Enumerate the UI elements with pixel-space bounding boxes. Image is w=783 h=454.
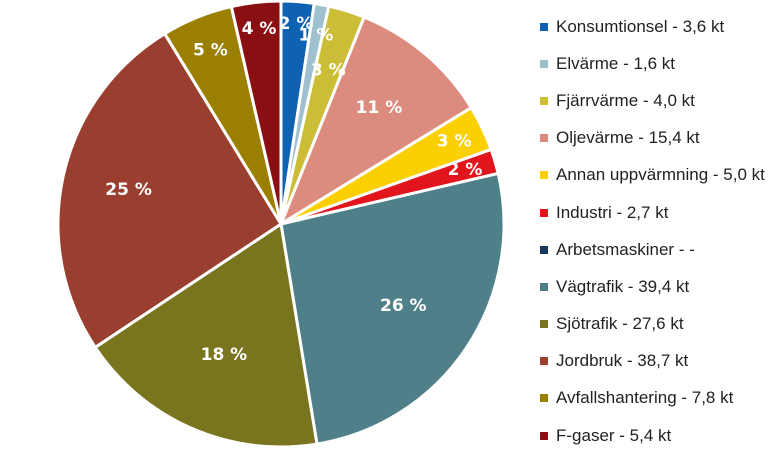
pie-slices bbox=[56, 0, 506, 449]
legend-swatch bbox=[540, 245, 548, 254]
legend-item-annan-uppvarmning: Annan uppvärmning - 5,0 kt bbox=[540, 157, 780, 194]
pie-chart: 2 %1 %3 %11 %3 %2 %26 %18 %25 %5 %4 % bbox=[56, 0, 506, 449]
legend-item-industri: Industri - 2,7 kt bbox=[540, 194, 780, 231]
legend-item-f-gaser: F-gaser - 5,4 kt bbox=[540, 417, 780, 454]
legend-swatch bbox=[540, 59, 548, 68]
pie-percent-label-avfallshantering: 5 % bbox=[193, 40, 228, 60]
pie-slice-vagtrafik bbox=[279, 171, 506, 446]
legend-item-arbetsmaskiner: Arbetsmaskiner - - bbox=[540, 231, 780, 268]
pie-slice-oljevarme bbox=[279, 15, 473, 226]
pie-percent-label-f-gaser: 4 % bbox=[242, 19, 277, 39]
pie-slice-jordbruk bbox=[56, 32, 283, 349]
legend-swatch bbox=[540, 320, 548, 329]
legend-label: Jordbruk - 38,7 kt bbox=[556, 351, 689, 371]
legend-swatch bbox=[540, 394, 548, 403]
legend-label: Fjärrvärme - 4,0 kt bbox=[556, 90, 695, 110]
pie-percent-labels: 2 %1 %3 %11 %3 %2 %26 %18 %25 %5 %4 % bbox=[105, 14, 482, 365]
legend-item-avfallshantering: Avfallshantering - 7,8 kt bbox=[540, 380, 780, 417]
legend-item-vagtrafik: Vägtrafik - 39,4 kt bbox=[540, 268, 780, 305]
legend-label: Sjötrafik - 27,6 kt bbox=[556, 314, 684, 334]
legend-label: Vägtrafik - 39,4 kt bbox=[556, 276, 690, 296]
pie-percent-label-vagtrafik: 26 % bbox=[380, 296, 427, 316]
pie-slice-sjotrafik bbox=[93, 222, 319, 449]
legend-label: Konsumtionsel - 3,6 kt bbox=[556, 16, 725, 36]
legend-label: Avfallshantering - 7,8 kt bbox=[556, 388, 734, 408]
legend-swatch bbox=[540, 282, 548, 291]
legend-swatch bbox=[540, 96, 548, 105]
legend-label: Annan uppvärmning - 5,0 kt bbox=[556, 165, 765, 185]
pie-percent-label-sjotrafik: 18 % bbox=[201, 345, 248, 365]
legend-label: Arbetsmaskiner - - bbox=[556, 239, 695, 259]
pie-percent-label-jordbruk: 25 % bbox=[105, 180, 152, 200]
pie-percent-label-oljevarme: 11 % bbox=[356, 98, 403, 118]
legend-item-oljevarme: Oljevärme - 15,4 kt bbox=[540, 120, 780, 157]
legend-swatch bbox=[540, 431, 548, 440]
pie-percent-label-konsumtionsel: 2 % bbox=[279, 14, 314, 34]
pie-percent-label-fjarrvarme: 3 % bbox=[311, 61, 346, 81]
pie-percent-label-elvarme: 1 % bbox=[298, 25, 333, 45]
legend-label: Oljevärme - 15,4 kt bbox=[556, 128, 700, 148]
pie-slice-f-gaser bbox=[229, 0, 283, 226]
legend-item-fjarrvarme: Fjärrvärme - 4,0 kt bbox=[540, 82, 780, 119]
legend-item-sjotrafik: Sjötrafik - 27,6 kt bbox=[540, 306, 780, 343]
pie-percent-label-industri: 2 % bbox=[448, 160, 483, 180]
legend-swatch bbox=[540, 357, 548, 366]
legend-item-elvarme: Elvärme - 1,6 kt bbox=[540, 45, 780, 82]
legend-swatch bbox=[540, 134, 548, 143]
legend: Konsumtionsel - 3,6 kt Elvärme - 1,6 kt Fj… bbox=[540, 8, 780, 454]
legend-label: Industri - 2,7 kt bbox=[556, 202, 669, 222]
legend-label: F-gaser - 5,4 kt bbox=[556, 425, 672, 445]
legend-label: Elvärme - 1,6 kt bbox=[556, 53, 676, 73]
legend-swatch bbox=[540, 208, 548, 217]
legend-item-konsumtionsel: Konsumtionsel - 3,6 kt bbox=[540, 8, 780, 45]
legend-item-jordbruk: Jordbruk - 38,7 kt bbox=[540, 343, 780, 380]
pie-percent-label-annan-uppvarmning: 3 % bbox=[437, 132, 472, 152]
legend-swatch bbox=[540, 171, 548, 180]
legend-swatch bbox=[540, 22, 548, 31]
